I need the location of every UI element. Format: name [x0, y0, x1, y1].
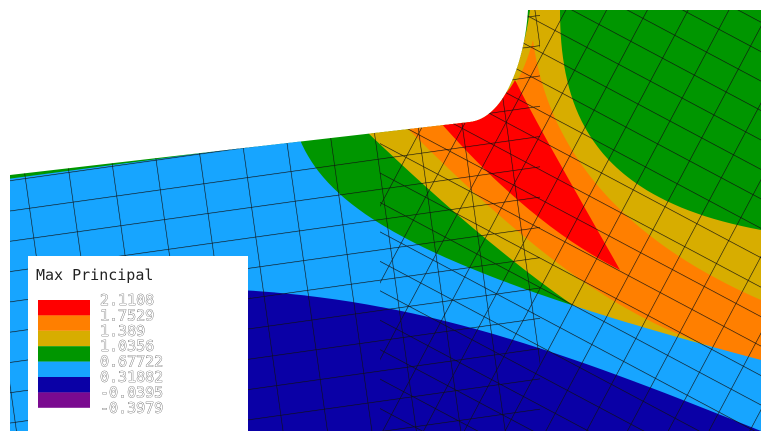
legend-label: 0.67722 [100, 353, 163, 371]
legend-swatch [38, 377, 90, 393]
legend-label: 0.31882 [100, 368, 163, 386]
legend-label: 2.1108 [100, 291, 154, 309]
legend-swatch [38, 315, 90, 331]
legend-label: 1.0356 [100, 337, 154, 355]
legend-label: -0.3979 [100, 399, 163, 417]
legend-title: Max Principal [36, 266, 153, 284]
legend-swatch [38, 361, 90, 377]
legend-swatch [38, 330, 90, 347]
mesh-grid-curved [380, 10, 761, 431]
legend-label: 1.7529 [100, 306, 154, 324]
legend-labels: 2.11081.75291.3891.03560.677220.31882-0.… [100, 291, 164, 417]
legend-swatch [38, 392, 90, 408]
legend: Max Principal 2.11081.75291.3891.03560.6… [28, 256, 248, 431]
legend-swatch [38, 300, 90, 316]
legend-swatch [38, 346, 90, 362]
legend-swatches [38, 300, 90, 408]
legend-label: -0.0395 [100, 383, 163, 401]
legend-label: 1.389 [100, 322, 145, 340]
